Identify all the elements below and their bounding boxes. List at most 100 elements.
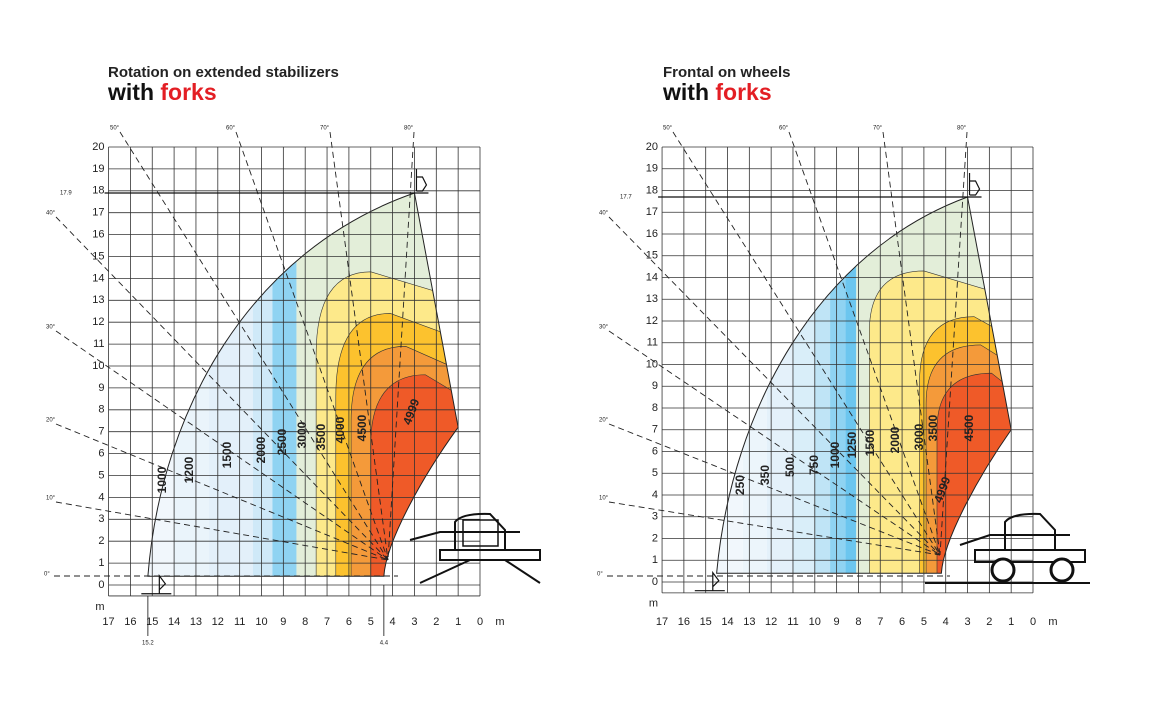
x-tick-label: 15 — [146, 616, 158, 628]
panel-subtitle: with forks — [662, 79, 772, 105]
panel-subtitle: with forks — [107, 79, 217, 105]
y-tick-label: 3 — [652, 511, 658, 523]
fork-icon — [968, 173, 981, 196]
y-tick-label: 17 — [92, 207, 104, 219]
load-label: 3500 — [314, 423, 328, 450]
y-tick-label: 14 — [92, 272, 104, 284]
load-label: 1500 — [220, 441, 234, 468]
load-label: 4000 — [333, 416, 347, 443]
y-tick-label: 2 — [652, 532, 658, 544]
x-tick-label: 15 — [700, 616, 712, 628]
subtitle-highlight: forks — [160, 79, 216, 105]
angle-line — [788, 131, 941, 556]
angle-label: 0° — [44, 572, 50, 578]
x-tick-label: 4 — [390, 616, 396, 628]
y-tick-label: 12 — [646, 315, 658, 327]
load-label: 2000 — [254, 436, 268, 463]
x-tick-label: 3 — [411, 616, 417, 628]
x-tick-label: 11 — [234, 616, 245, 628]
y-tick-label: 19 — [646, 163, 658, 175]
load-label: 3000 — [295, 421, 309, 448]
angle-label: 30° — [46, 325, 56, 331]
height-mark: 17.7 — [620, 195, 632, 201]
angle-label: 20° — [46, 418, 56, 424]
y-tick-label: 9 — [98, 382, 104, 394]
angle-line — [608, 216, 941, 556]
load-label: 1250 — [845, 431, 859, 458]
y-tick-label: 8 — [652, 402, 658, 414]
x-tick-label: 12 — [212, 616, 224, 628]
load-label: 750 — [807, 455, 821, 475]
angle-line — [235, 131, 389, 561]
angle-label: 60° — [226, 126, 236, 132]
y-tick-label: 13 — [92, 294, 104, 306]
angle-label: 80° — [957, 126, 967, 132]
angle-line — [882, 131, 941, 556]
x-tick-label: 10 — [809, 616, 821, 628]
x-tick-label: 11 — [787, 616, 798, 628]
y-tick-label: 10 — [646, 358, 658, 370]
angle-label: 0° — [597, 572, 603, 578]
y-tick-label: 4 — [652, 489, 658, 501]
y-tick-label: 18 — [92, 185, 104, 197]
y-tick-label: 5 — [652, 467, 658, 479]
angle-line — [387, 131, 415, 561]
angle-line — [608, 501, 941, 556]
load-zone — [830, 197, 846, 574]
y-tick-label: 5 — [98, 469, 104, 481]
x-tick-label: 2 — [433, 616, 439, 628]
y-tick-label: 7 — [652, 424, 658, 436]
fork-icon — [694, 570, 725, 592]
machine-wheel — [990, 557, 1016, 583]
y-tick-label: 11 — [647, 337, 658, 349]
load-label: 1200 — [182, 456, 196, 483]
load-label: 4500 — [962, 414, 976, 441]
panel-title: Frontal on wheels — [663, 64, 791, 81]
y-unit: m — [95, 601, 104, 613]
load-label: 350 — [758, 465, 772, 485]
angle-line — [672, 131, 941, 556]
y-tick-label: 0 — [652, 576, 658, 588]
x-tick-label: 4 — [943, 616, 949, 628]
y-tick-label: 2 — [98, 535, 104, 547]
height-mark: 17.9 — [60, 191, 72, 197]
angle-line — [939, 131, 968, 556]
angle-label: 70° — [873, 126, 883, 132]
y-tick-label: 12 — [92, 316, 104, 328]
angle-line — [55, 330, 389, 561]
x-tick-label: 8 — [302, 616, 308, 628]
y-tick-label: 1 — [652, 554, 658, 566]
y-tick-label: 10 — [92, 360, 104, 372]
x-tick-label: 12 — [765, 616, 777, 628]
y-tick-label: 16 — [92, 229, 104, 241]
load-label: 1000 — [155, 466, 169, 493]
y-tick-label: 17 — [646, 206, 658, 218]
angle-label: 80° — [404, 126, 414, 132]
x-unit: m — [1048, 616, 1057, 628]
y-tick-label: 15 — [646, 250, 658, 262]
angle-line — [55, 501, 389, 561]
x-tick-label: 5 — [921, 616, 927, 628]
load-label: 1000 — [828, 441, 842, 468]
x-tick-label: 17 — [656, 616, 668, 628]
angle-line — [329, 131, 389, 561]
y-tick-label: 6 — [652, 445, 658, 457]
x-tick-label: 2 — [986, 616, 992, 628]
y-tick-label: 11 — [93, 338, 104, 350]
x-tick-label: 14 — [721, 616, 733, 628]
x-tick-label: 13 — [190, 616, 202, 628]
angle-label: 70° — [320, 126, 330, 132]
fork-icon — [415, 168, 428, 192]
y-tick-label: 19 — [92, 163, 104, 175]
y-tick-label: 20 — [646, 141, 658, 153]
y-tick-label: 9 — [652, 380, 658, 392]
x-tick-label: 1 — [1008, 616, 1014, 628]
panel-title: Rotation on extended stabilizers — [108, 64, 339, 81]
subtitle-highlight: forks — [715, 79, 771, 105]
envelope — [147, 192, 459, 577]
load-label: 2000 — [888, 426, 902, 453]
load-label: 4500 — [355, 414, 369, 441]
load-label: 1500 — [863, 429, 877, 456]
